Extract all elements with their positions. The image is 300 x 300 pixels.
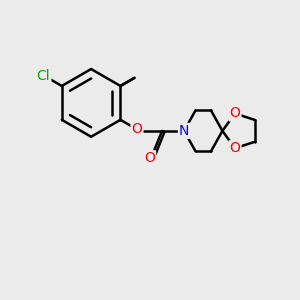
Text: O: O xyxy=(132,122,142,136)
Text: Cl: Cl xyxy=(37,69,50,83)
Text: N: N xyxy=(179,124,189,138)
Text: O: O xyxy=(230,106,241,121)
Text: O: O xyxy=(144,151,155,165)
Text: O: O xyxy=(230,141,241,155)
